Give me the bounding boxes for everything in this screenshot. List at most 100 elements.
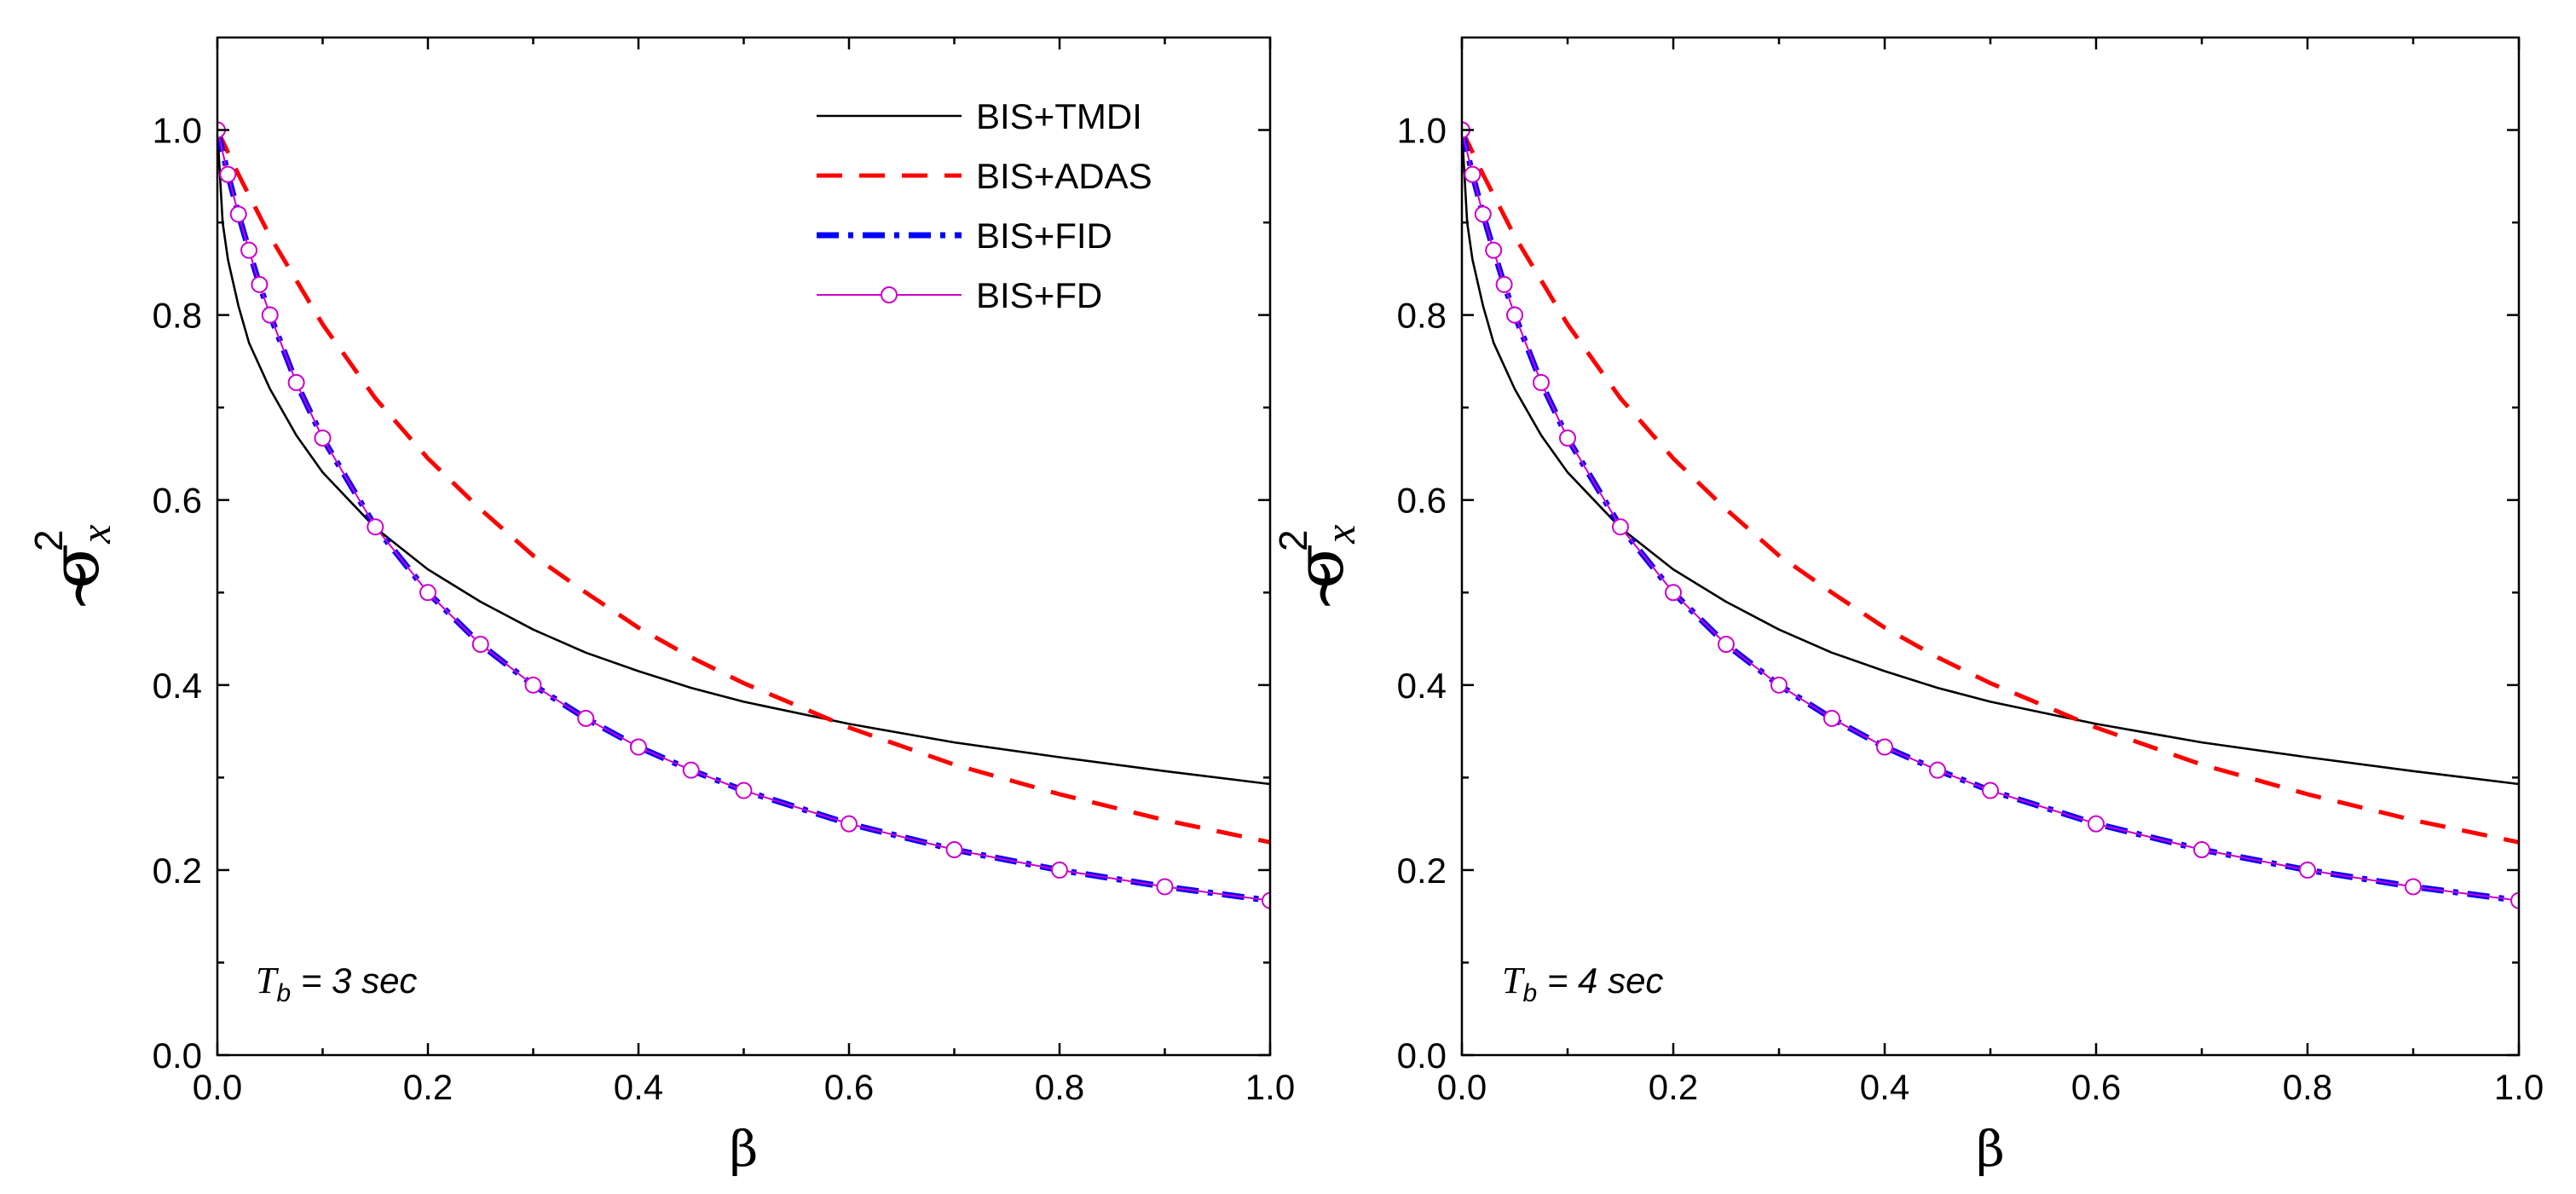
x-tick-label: 0.8 — [2283, 1067, 2332, 1107]
series-line-series-2 — [1462, 129, 2519, 845]
data-point — [1156, 878, 1174, 896]
y-axis-label-superscript: 2 — [26, 529, 71, 551]
data-point — [2510, 891, 2519, 909]
y-axis-label-text: σx2 — [1271, 525, 1364, 589]
data-point — [1495, 275, 1513, 293]
annotation-sub: b — [1522, 979, 1537, 1007]
x-axis-label: β — [1976, 1120, 2005, 1178]
chart-panel-2: 0.0 0.2 0.4 0.6 0.8 1.0 0.0 0.2 0.4 0.6 0.8 1.0 β σx2… — [1271, 36, 2544, 1178]
data-point — [630, 738, 647, 756]
annotation-sub: b — [276, 979, 291, 1007]
chart-panel-1: 0.0 0.2 0.4 0.6 0.8 1.0 0.0 0.2 0.4 0.6 0.8 1.0 β σx2… — [26, 36, 1295, 1178]
annotation-rest: = 3 sec — [291, 960, 417, 1001]
y-tick-label: 0.6 — [1397, 481, 1447, 521]
data-point — [2088, 815, 2105, 833]
y-axis-label-text: σx2 — [26, 525, 119, 589]
data-point — [577, 709, 595, 727]
y-axis-label-superscript: 2 — [1271, 529, 1315, 551]
panel-annotation: Tb = 3 sec — [256, 960, 417, 1007]
data-point — [240, 241, 258, 259]
y-tick-label: 1.0 — [153, 111, 202, 151]
series-line-bis-adas — [217, 129, 1270, 845]
data-point — [1051, 861, 1068, 879]
data-point — [682, 761, 700, 779]
y-tick-label: 0.2 — [1397, 851, 1447, 891]
x-tick-label: 0.6 — [824, 1067, 874, 1107]
data-point — [1823, 709, 1840, 727]
y-tick-label: 0.0 — [1397, 1035, 1447, 1076]
data-point — [1718, 636, 1735, 654]
y-axis-label: σx2~ — [26, 525, 119, 613]
data-point — [1770, 676, 1788, 694]
y-axis-label-symbol: σ — [1282, 544, 1359, 589]
x-tick-label: 0.6 — [2071, 1067, 2121, 1107]
data-point — [1474, 205, 1492, 223]
y-axis-label-subscript: x — [1316, 525, 1364, 545]
data-point — [261, 306, 279, 324]
series-group — [217, 121, 1270, 909]
y-axis-label-subscript: x — [72, 525, 119, 545]
y-axis-label-tilde: ~ — [41, 557, 118, 613]
data-point — [945, 841, 963, 859]
data-point — [471, 636, 489, 654]
y-tick-label: 0.6 — [153, 481, 202, 521]
data-point — [1559, 430, 1576, 447]
series-line-bis-tmdi — [217, 130, 1270, 786]
data-point — [1612, 518, 1629, 536]
data-point — [251, 275, 269, 293]
y-axis-label-tilde: ~ — [1285, 557, 1362, 613]
data-point — [367, 518, 384, 536]
legend-label-bis-fid: BIS+FID — [976, 216, 1112, 256]
data-point — [1464, 165, 1481, 183]
annotation-main: T — [1502, 960, 1526, 1001]
x-tick-label: 0.2 — [403, 1067, 453, 1107]
x-tick-label: 0.8 — [1035, 1067, 1084, 1107]
legend-marker-bis-fd — [881, 286, 898, 303]
y-tick-label: 1.0 — [1397, 111, 1447, 151]
legend: BIS+TMDI BIS+ADAS BIS+FID BIS+FD — [817, 96, 1152, 315]
panel-annotation: Tb = 4 sec — [1502, 960, 1663, 1007]
data-point — [1665, 584, 1682, 602]
data-point — [840, 815, 858, 833]
data-point — [1506, 306, 1523, 324]
annotation-rest: = 4 sec — [1537, 960, 1663, 1001]
annotation-main: T — [256, 960, 280, 1001]
x-tick-label: 0.0 — [1437, 1067, 1487, 1107]
legend-label-bis-tmdi: BIS+TMDI — [976, 96, 1142, 136]
data-point — [1876, 738, 1893, 756]
y-axis-label: σx2~ — [1271, 525, 1364, 613]
x-tick-label: 0.4 — [614, 1067, 663, 1107]
x-tick-label: 0.4 — [1860, 1067, 1909, 1107]
y-tick-label: 0.4 — [153, 666, 202, 706]
y-axis-label-symbol: σ — [38, 544, 114, 589]
data-point — [314, 430, 332, 447]
x-tick-label: 0.2 — [1649, 1067, 1698, 1107]
data-point — [1262, 891, 1270, 909]
data-point — [1485, 241, 1503, 259]
y-tick-label: 0.8 — [1397, 296, 1447, 336]
data-point — [419, 584, 436, 602]
data-point — [524, 676, 542, 694]
y-tick-label: 0.4 — [1397, 666, 1447, 706]
data-point — [1982, 782, 1999, 799]
data-point — [2193, 841, 2210, 859]
panels: 0.0 0.2 0.4 0.6 0.8 1.00.00.20.40.60.81.0βσx2… — [26, 36, 2544, 1178]
y-tick-label: 0.8 — [153, 296, 202, 336]
legend-label-bis-adas: BIS+ADAS — [976, 156, 1152, 196]
x-tick-label: 1.0 — [1245, 1067, 1295, 1107]
data-point — [1929, 761, 1946, 779]
data-point — [229, 205, 247, 223]
y-tick-label: 0.2 — [153, 851, 202, 891]
legend-label-bis-fd: BIS+FD — [976, 275, 1102, 315]
data-point — [287, 373, 305, 391]
data-point — [219, 165, 237, 183]
data-point — [2405, 878, 2422, 896]
data-point — [2299, 861, 2316, 879]
series-group — [1462, 121, 2519, 909]
x-tick-label: 0.0 — [193, 1067, 242, 1107]
x-tick-label: 1.0 — [2494, 1067, 2544, 1107]
y-tick-label: 0.0 — [153, 1035, 202, 1076]
x-axis-label: β — [730, 1120, 759, 1178]
data-point — [1533, 373, 1550, 391]
